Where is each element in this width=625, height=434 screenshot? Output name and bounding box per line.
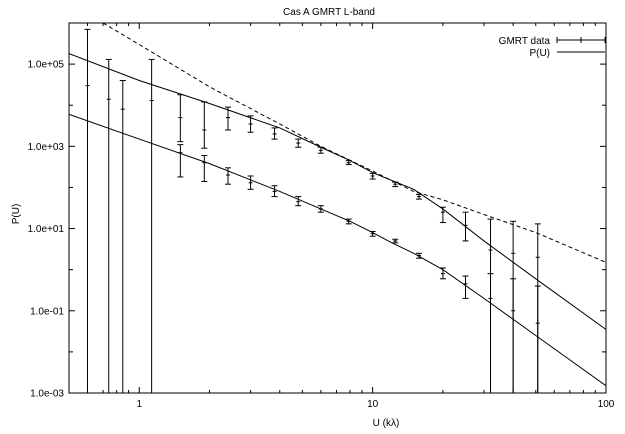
y-axis-label: P(U) [11,204,22,225]
model-curve-1 [69,54,606,330]
y-tick-label: 1.0e+03 [28,142,65,153]
model-curves [69,23,606,386]
data-point [149,59,155,393]
chart-title: Cas A GMRT L-band [283,7,375,18]
legend: GMRT data P(U) [499,36,605,59]
legend-label-gmrt-data: GMRT data [499,36,551,47]
data-point [177,145,183,177]
data-point [392,239,398,243]
x-axis-label: U (kλ) [373,418,400,429]
data-point [201,155,207,181]
data-point [440,268,446,279]
plot-area [69,23,606,393]
data-point [295,139,301,147]
plot-border [69,23,606,393]
data-point [416,194,422,199]
data-point [535,286,541,393]
y-tick-label: 1.0e+05 [28,60,65,71]
data-point [272,128,278,139]
data-point [272,186,278,197]
y-tick-label: 1.0e-01 [30,306,64,317]
legend-label-pu: P(U) [529,48,550,59]
data-point [248,176,254,189]
x-tick-label: 10 [367,399,379,410]
data-point [370,173,376,179]
y-tick-label: 1.0e-03 [30,389,64,400]
data-point [510,279,516,393]
axis-ticks: 1 10 100 1.0e-03 1.0e-01 1.0e+01 1.0e+03 1.0e+0… [28,23,615,410]
data-point [177,95,183,142]
data-point [462,212,468,241]
x-tick-label: 1 [136,399,142,410]
data-point [440,207,446,222]
data-points [84,29,540,393]
data-point [488,274,494,393]
data-point [201,102,207,148]
data-point [106,59,112,393]
x-tick-label: 100 [598,399,615,410]
data-point [120,80,126,393]
y-tick-label: 1.0e+01 [28,224,65,235]
data-point [84,29,90,393]
data-point [318,206,324,213]
